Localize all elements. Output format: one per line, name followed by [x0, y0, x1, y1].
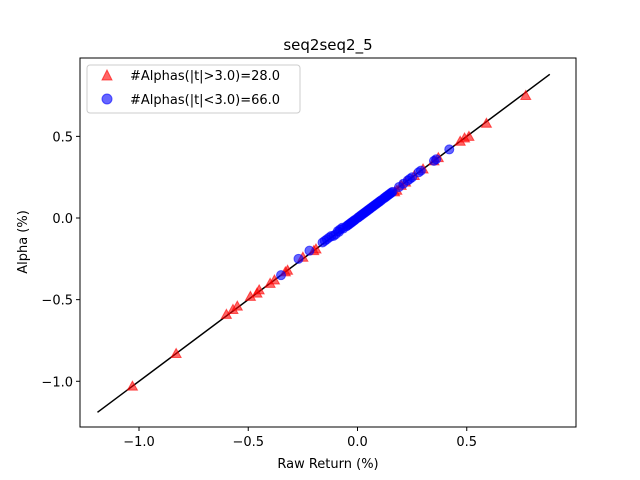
point-insignificant-0: [276, 270, 287, 281]
legend: #Alphas(|t|>3.0)=28.0 #Alphas(|t|<3.0)=6…: [86, 64, 301, 114]
legend-label-significant: #Alphas(|t|>3.0)=28.0: [130, 69, 280, 84]
legend-triangle-marker: [101, 68, 113, 81]
point-significant-1: [170, 347, 182, 359]
point-significant-26: [519, 89, 532, 101]
y-tick-label: 0.5: [52, 130, 73, 145]
point-insignificant-40: [415, 165, 426, 176]
point-insignificant-59: [333, 226, 344, 237]
plot-area: [97, 73, 551, 413]
point-significant-9: [268, 274, 281, 285]
point-insignificant-1: [293, 253, 304, 264]
point-significant-0: [126, 380, 139, 391]
x-tick-label: 0.5: [456, 435, 477, 450]
y-tick-label: −1.0: [41, 375, 73, 390]
y-tick-label: 0.0: [52, 212, 73, 227]
y-tick-label: −0.5: [41, 294, 73, 309]
chart-title: seq2seq2_5: [283, 36, 372, 55]
point-insignificant-38: [407, 172, 418, 183]
y-axis-label: Alpha (%): [16, 210, 31, 274]
point-significant-24: [463, 130, 475, 141]
point-insignificant-2: [304, 245, 315, 256]
point-significant-25: [480, 117, 493, 128]
point-insignificant-64: [371, 199, 382, 210]
x-tick-label: −1.0: [123, 435, 155, 450]
point-significant-7: [253, 283, 266, 295]
legend-box: [86, 64, 301, 114]
legend-label-insignificant: #Alphas(|t|<3.0)=66.0: [130, 93, 280, 108]
point-significant-4: [231, 300, 244, 311]
plot-frame: [79, 57, 577, 428]
legend-circle-marker: [101, 93, 113, 105]
point-significant-11: [281, 264, 294, 275]
y-axis: −1.0 −0.5 0.0 0.5: [41, 130, 80, 390]
x-axis-label: Raw Return (%): [277, 457, 378, 472]
x-axis: −1.0 −0.5 0.0 0.5: [123, 427, 477, 450]
x-tick-label: −0.5: [232, 435, 264, 450]
point-insignificant-42: [431, 154, 442, 165]
point-insignificant-43: [444, 144, 455, 155]
x-tick-label: 0.0: [347, 435, 368, 450]
point-insignificant-65: [386, 187, 397, 198]
